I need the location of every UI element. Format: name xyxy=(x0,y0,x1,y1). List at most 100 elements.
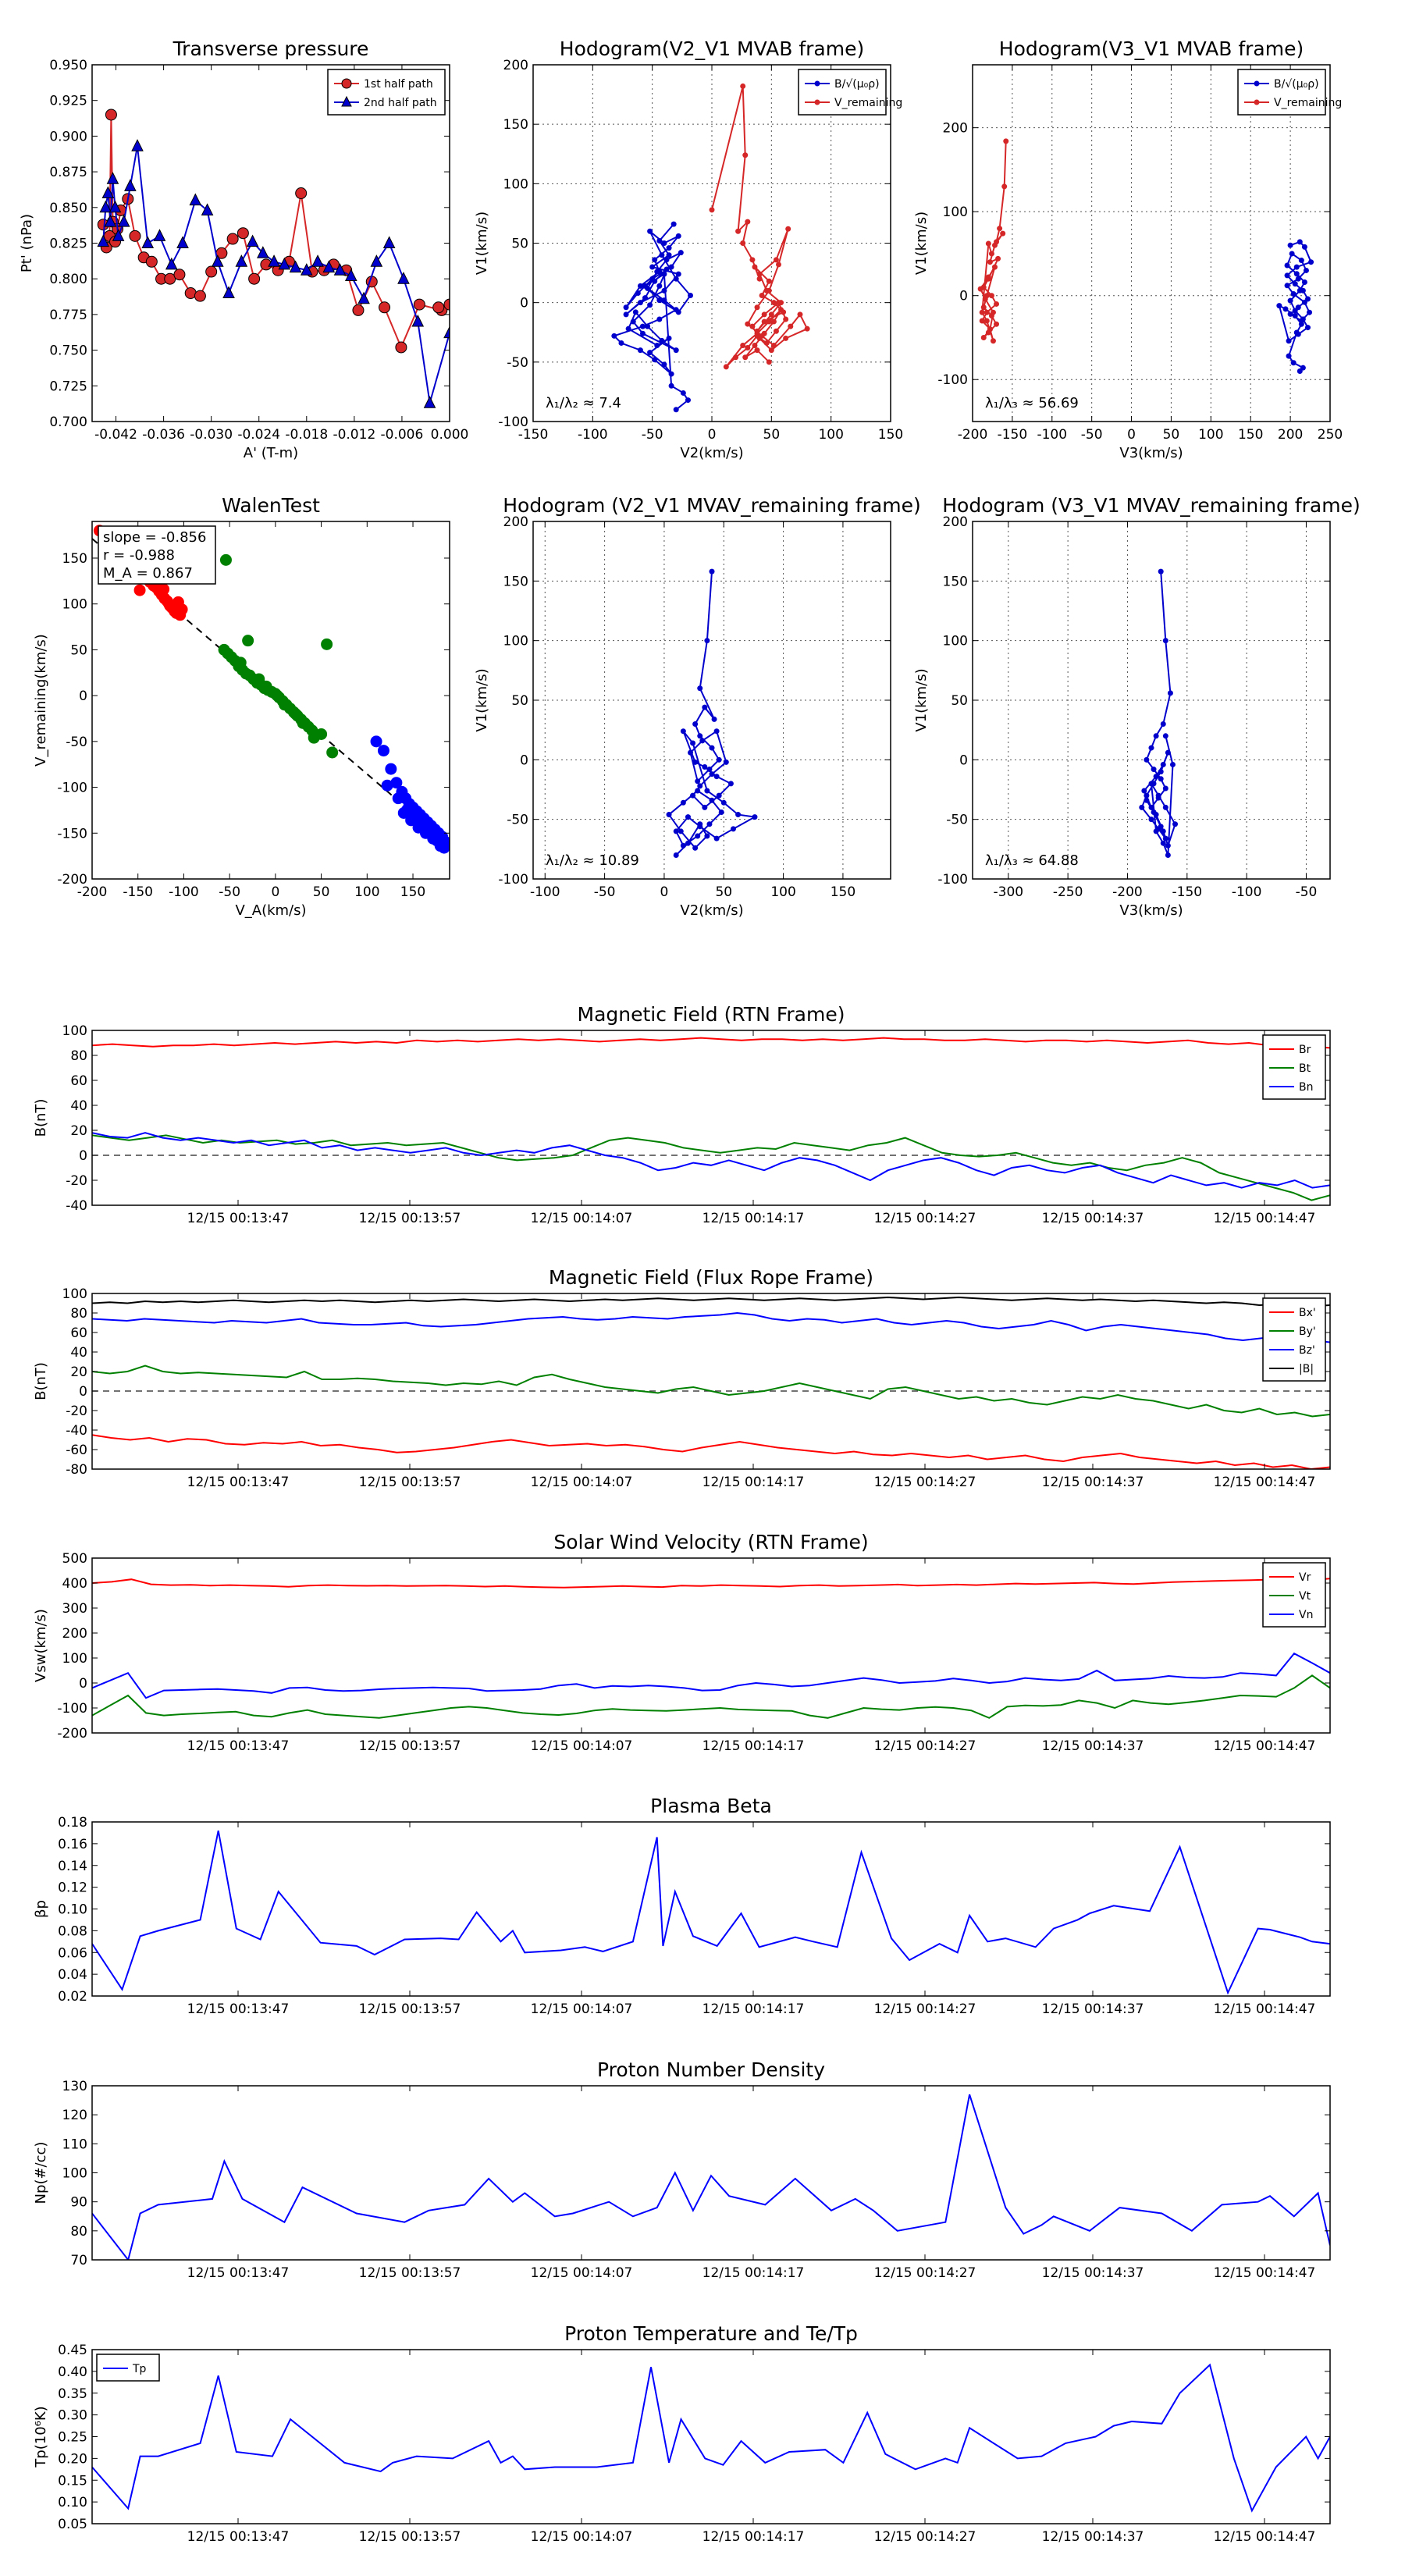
data-point xyxy=(99,200,112,213)
y-tick-label: -50 xyxy=(507,813,528,828)
data-point xyxy=(392,792,404,805)
legend-box xyxy=(798,69,887,116)
legend: Tp xyxy=(96,2354,160,2382)
x-tick-label: -100 xyxy=(1037,427,1067,443)
y-tick-label: -50 xyxy=(507,355,528,371)
data-point xyxy=(145,255,158,268)
data-point xyxy=(742,354,749,361)
series-Tp xyxy=(92,2363,1330,2513)
x-tick-label: 50 xyxy=(763,427,781,443)
data-point xyxy=(377,745,389,757)
data-point xyxy=(1165,842,1171,849)
plot-frame xyxy=(91,1293,1331,1470)
x-tick-label: -200 xyxy=(958,427,988,443)
y-axis-label: Tp(10⁶K) xyxy=(33,2406,49,2467)
x-tick-label: 12/15 00:14:37 xyxy=(1042,1738,1144,1754)
x-tick-label: -50 xyxy=(1296,884,1318,900)
x-axis-label: V_A(km/s) xyxy=(235,902,306,919)
data-point xyxy=(1162,804,1168,810)
x-tick-label: 100 xyxy=(770,884,795,900)
x-tick-label: 12/15 00:13:47 xyxy=(187,1211,290,1226)
data-point xyxy=(112,229,125,241)
data-point xyxy=(766,318,772,325)
annotation-line: M_A = 0.867 xyxy=(103,565,193,582)
chart-title: Proton Temperature and Te/Tp xyxy=(564,2322,858,2345)
x-tick-label: -50 xyxy=(594,884,616,900)
y-tick-label: 120 xyxy=(62,2108,87,2123)
y-tick-label: -150 xyxy=(57,826,87,841)
data-point xyxy=(761,318,767,325)
series-line xyxy=(1140,571,1176,856)
data-point xyxy=(716,792,722,799)
y-tick-label: -40 xyxy=(66,1423,87,1439)
data-point xyxy=(1148,745,1154,751)
data-point xyxy=(1151,767,1157,773)
x-tick-label: 50 xyxy=(313,884,330,900)
y-tick-label: 0.20 xyxy=(58,2451,87,2467)
series-line xyxy=(92,1831,1330,1995)
data-point xyxy=(704,638,710,644)
data-point xyxy=(980,304,987,311)
data-point xyxy=(984,318,990,324)
x-axis-label: V2(km/s) xyxy=(680,902,743,919)
data-point xyxy=(988,251,994,257)
data-point xyxy=(788,323,794,329)
data-point xyxy=(1300,316,1306,322)
series-line xyxy=(92,1037,1330,1049)
data-point xyxy=(443,326,450,339)
plot-frame xyxy=(91,1557,1331,1734)
data-point xyxy=(625,326,631,332)
chart-title: Plasma Beta xyxy=(650,1795,772,1817)
y-tick-label: 100 xyxy=(62,1651,87,1667)
x-tick-label: -150 xyxy=(123,884,153,900)
legend: B/√(μ₀ρ) V_remaining xyxy=(798,69,902,116)
data-point xyxy=(991,242,998,248)
data-point xyxy=(618,340,624,346)
series-1st half path xyxy=(97,109,450,354)
annotation-line: slope = -0.856 xyxy=(103,529,206,546)
series-V xyxy=(1139,568,1179,858)
x-tick-label: 12/15 00:14:47 xyxy=(1214,2265,1316,2281)
x-tick-label: 12/15 00:14:27 xyxy=(874,2529,976,2545)
data-point xyxy=(647,228,653,234)
legend-marker xyxy=(1254,80,1260,87)
y-tick-label: 0.16 xyxy=(58,1837,87,1852)
series-By' xyxy=(92,1364,1330,1418)
y-tick-label: 50 xyxy=(70,642,87,658)
data-point xyxy=(1153,828,1159,834)
legend-box xyxy=(327,69,446,116)
y-tick-label: 0 xyxy=(520,296,528,311)
data-point xyxy=(692,845,699,851)
data-point xyxy=(278,257,291,270)
data-point xyxy=(1158,769,1164,775)
series-line xyxy=(102,114,450,350)
series-line xyxy=(92,1296,1330,1308)
data-point xyxy=(985,274,991,280)
x-tick-label: 12/15 00:14:47 xyxy=(1214,2001,1316,2017)
legend-label: 2nd half path xyxy=(364,97,437,109)
chart-h1: Hodogram(V2_V1 MVAB frame) -100 -50 0 50 100 1… xyxy=(474,37,903,461)
plot-frame xyxy=(91,1030,1331,1206)
x-tick-label: 12/15 00:14:07 xyxy=(531,1211,633,1226)
data-point xyxy=(1148,804,1154,810)
data-point xyxy=(985,240,991,247)
annotation-text: λ₁/λ₃ ≈ 64.88 xyxy=(985,852,1079,869)
legend-label: B/√(μ₀ρ) xyxy=(834,78,880,91)
data-point xyxy=(1298,321,1304,327)
x-tick-label: 12/15 00:13:57 xyxy=(359,2529,461,2545)
data-point xyxy=(1165,749,1171,756)
data-point xyxy=(647,350,653,356)
y-tick-label: 50 xyxy=(951,693,968,709)
data-point xyxy=(1301,244,1307,250)
x-tick-label: -200 xyxy=(77,884,108,900)
data-point xyxy=(709,568,715,575)
data-point xyxy=(639,330,646,336)
data-point xyxy=(761,311,767,318)
data-point xyxy=(702,763,708,770)
data-point xyxy=(164,272,176,285)
data-point xyxy=(411,314,425,327)
x-tick-label: 12/15 00:14:07 xyxy=(531,2529,633,2545)
data-point xyxy=(308,731,320,744)
x-tick-label: -150 xyxy=(518,427,549,443)
data-point xyxy=(381,779,393,792)
